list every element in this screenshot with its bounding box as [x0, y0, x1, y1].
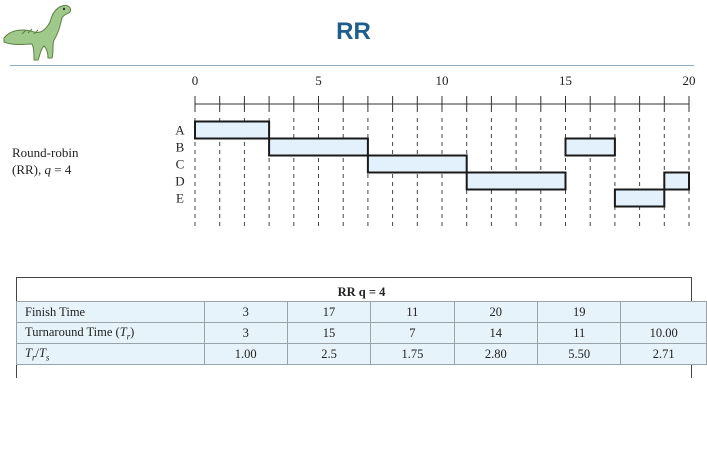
table-cell: 15: [286, 322, 372, 344]
process-label-e: E: [176, 191, 184, 206]
table-header: RR q = 4: [337, 284, 386, 299]
process-label-b: B: [176, 140, 185, 155]
table-cell: 14: [453, 322, 539, 344]
table-cell: 19: [537, 301, 622, 323]
table-row: Tr/Ts 1.00 2.5 1.75 2.80 5.50 2.71: [16, 343, 707, 365]
table-cell: 1.00: [203, 343, 288, 365]
table-cell: 2.5: [286, 343, 372, 365]
diagram-label-line2: (RR), q = 4: [12, 162, 72, 177]
gantt-bar-d: [465, 171, 567, 191]
table-cell: 3: [203, 301, 288, 323]
axis-tick-label: 10: [436, 73, 449, 88]
title-divider: [10, 65, 694, 66]
table-cell: 5.50: [537, 343, 622, 365]
gantt-bar-d: [663, 171, 690, 191]
stats-table: RR q = 4 Finish Time 3 17 11 20 19 Turnaround …: [16, 283, 707, 365]
table-cell: 7: [370, 322, 455, 344]
process-label-c: C: [176, 157, 185, 172]
row-label: Turnaround Time (Tr): [16, 322, 205, 344]
table-row: Turnaround Time (Tr) 3 15 7 14 11 10.00: [16, 322, 707, 344]
row-label: Tr/Ts: [16, 343, 205, 365]
process-label-a: A: [175, 123, 185, 138]
table-row: Finish Time 3 17 11 20 19: [16, 301, 707, 323]
diagram-label: Round-robin (RR), q = 4: [12, 144, 78, 178]
table-cell: 11: [370, 301, 455, 323]
table-cell: 3: [203, 322, 288, 344]
table-cell: 11: [537, 322, 622, 344]
diagram-label-line1: Round-robin: [12, 145, 79, 160]
row-label: Finish Time: [16, 301, 205, 323]
table-cell: 1.75: [370, 343, 455, 365]
table-cell: 17: [286, 301, 372, 323]
axis-tick-label: 15: [559, 73, 572, 88]
dinosaur-logo-icon: [3, 5, 71, 61]
gantt-bar-b: [564, 137, 616, 157]
table-cell: 10.00: [620, 322, 707, 344]
table-cell: 2.71: [620, 343, 707, 365]
axis-tick-label: 5: [315, 73, 322, 88]
gantt-bar-c: [366, 154, 468, 174]
axis-tick-label: 0: [192, 73, 199, 88]
table-cell: 2.80: [453, 343, 539, 365]
table-cell: [620, 301, 707, 323]
process-label-d: D: [175, 174, 184, 189]
axis-tick-label: 20: [683, 73, 696, 88]
gantt-bar-b: [268, 137, 369, 157]
slide-title: RR: [336, 18, 371, 45]
table-cell: 20: [453, 301, 539, 323]
gantt-bar-e: [613, 188, 666, 208]
gantt-bar-a: [194, 120, 271, 140]
